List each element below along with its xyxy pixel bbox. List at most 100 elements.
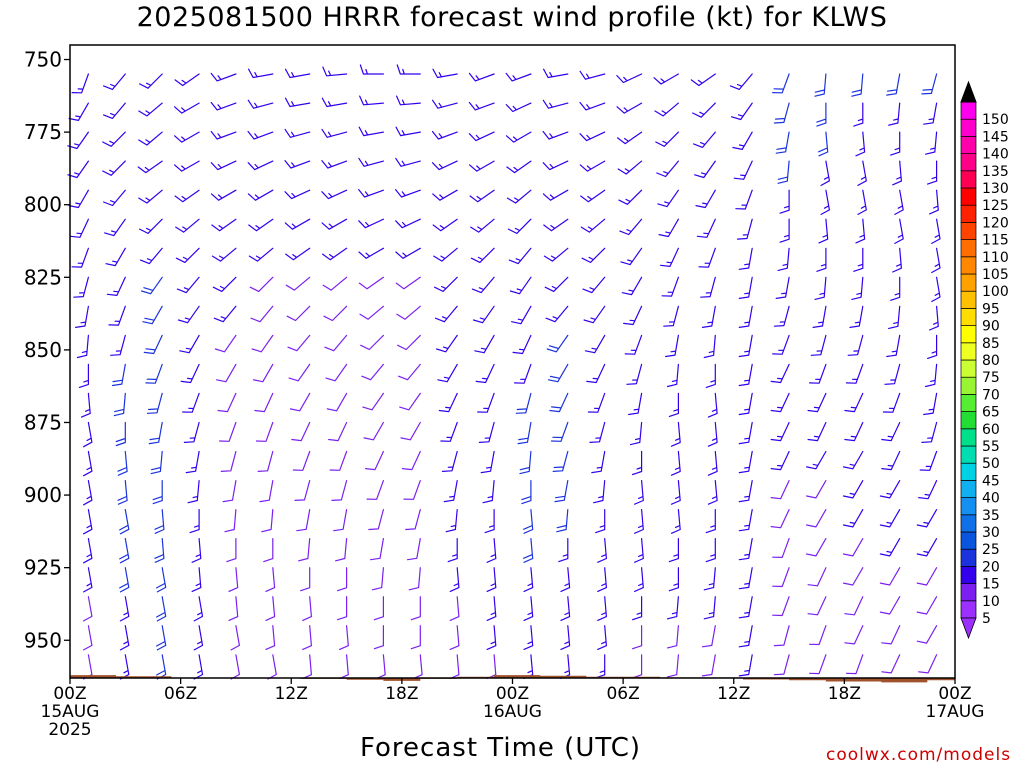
wind-barb bbox=[894, 218, 904, 244]
wind-barb bbox=[321, 189, 348, 200]
wind-barb bbox=[300, 567, 311, 592]
colorbar-swatch bbox=[960, 462, 977, 481]
wind-barb bbox=[547, 363, 569, 383]
wind-barb bbox=[174, 189, 200, 203]
wind-barb bbox=[83, 625, 93, 651]
wind-barb bbox=[468, 101, 495, 111]
wind-barb bbox=[247, 99, 274, 109]
wind-barb bbox=[210, 101, 237, 111]
wind-barb bbox=[438, 392, 458, 413]
wind-barb bbox=[254, 392, 274, 413]
colorbar-label: 55 bbox=[982, 439, 1000, 455]
wind-barb bbox=[812, 305, 827, 328]
colorbar-label: 140 bbox=[982, 147, 1009, 163]
colorbar-label: 90 bbox=[982, 319, 1000, 335]
colorbar-swatch bbox=[960, 273, 977, 292]
wind-barb bbox=[119, 567, 130, 593]
colorbar-swatch bbox=[960, 239, 977, 258]
wind-barb bbox=[284, 68, 311, 79]
wind-barb bbox=[660, 247, 679, 267]
wind-barb bbox=[83, 480, 93, 506]
wind-barb bbox=[665, 334, 679, 358]
x-tick-label: 16AUG bbox=[483, 702, 542, 722]
colorbar-swatch bbox=[960, 308, 977, 326]
wind-barb bbox=[248, 218, 274, 232]
wind-barb bbox=[368, 509, 384, 531]
wind-barb bbox=[619, 218, 643, 236]
wind-barb bbox=[816, 247, 827, 272]
wind-barb bbox=[73, 276, 89, 298]
wind-barb bbox=[916, 567, 938, 586]
wind-barb bbox=[470, 218, 495, 233]
colorbar-swatch bbox=[960, 428, 977, 447]
wind-barb bbox=[923, 392, 938, 416]
wind-barb bbox=[772, 334, 790, 355]
colorbar-swatch bbox=[960, 497, 977, 516]
wind-barb bbox=[399, 392, 421, 411]
colorbar-label: 60 bbox=[982, 422, 1000, 438]
wind-barb bbox=[211, 218, 237, 232]
wind-barb bbox=[358, 218, 384, 229]
wind-barb bbox=[845, 363, 864, 384]
colorbar-label: 25 bbox=[982, 542, 1000, 558]
wind-barb bbox=[449, 567, 460, 592]
wind-barb bbox=[707, 421, 718, 447]
wind-barb bbox=[888, 102, 901, 126]
wind-barb bbox=[358, 276, 384, 290]
wind-barb bbox=[432, 68, 458, 79]
colorbar-label: 50 bbox=[982, 456, 1000, 472]
wind-barb bbox=[398, 363, 421, 381]
wind-barb bbox=[851, 276, 864, 300]
wind-barb bbox=[816, 102, 827, 127]
wind-barb bbox=[331, 480, 348, 501]
wind-barb bbox=[738, 421, 753, 445]
wind-barb bbox=[156, 654, 167, 680]
wind-barb bbox=[119, 509, 130, 535]
wind-barb bbox=[154, 538, 165, 563]
wind-barb bbox=[401, 450, 421, 471]
wind-barb bbox=[447, 538, 458, 563]
wind-barb bbox=[666, 654, 679, 678]
wind-barb bbox=[138, 189, 163, 204]
wind-barb bbox=[853, 247, 864, 272]
wind-barb bbox=[586, 363, 606, 384]
wind-barb bbox=[410, 625, 421, 650]
wind-barb bbox=[174, 160, 200, 172]
wind-barb bbox=[657, 189, 679, 208]
wind-barb bbox=[595, 654, 606, 679]
wind-barb bbox=[632, 450, 643, 476]
wind-barb bbox=[486, 654, 497, 680]
wind-barb bbox=[809, 363, 827, 384]
wind-barb bbox=[807, 567, 827, 587]
wind-barb bbox=[842, 567, 864, 586]
wind-barb bbox=[115, 421, 126, 447]
colorbar-label: 120 bbox=[982, 215, 1009, 231]
wind-barb bbox=[250, 305, 274, 323]
wind-barb bbox=[152, 480, 163, 505]
wind-barb bbox=[475, 363, 495, 384]
colorbar-label: 115 bbox=[982, 233, 1009, 249]
wind-barb bbox=[441, 450, 458, 472]
wind-barb bbox=[145, 363, 163, 384]
colorbar-label: 110 bbox=[982, 250, 1009, 266]
wind-barb bbox=[370, 538, 384, 561]
colorbar-swatch bbox=[960, 548, 977, 567]
wind-barb bbox=[881, 450, 901, 471]
wind-barb bbox=[738, 450, 753, 474]
wind-barb bbox=[478, 421, 495, 443]
wind-barb bbox=[210, 130, 237, 140]
wind-barb bbox=[71, 73, 89, 94]
colorbar-swatch bbox=[960, 342, 977, 361]
wind-barb bbox=[695, 189, 716, 209]
colorbar-swatch bbox=[960, 411, 977, 430]
wind-barb bbox=[558, 538, 569, 563]
wind-barb bbox=[224, 509, 237, 533]
wind-barb bbox=[362, 392, 384, 411]
wind-barb bbox=[855, 131, 866, 157]
wind-barb bbox=[617, 131, 643, 145]
wind-barb bbox=[322, 276, 348, 291]
colorbar-swatch bbox=[960, 583, 977, 602]
wind-barb bbox=[707, 450, 718, 476]
wind-barb bbox=[189, 509, 200, 534]
wind-barb bbox=[772, 567, 790, 588]
